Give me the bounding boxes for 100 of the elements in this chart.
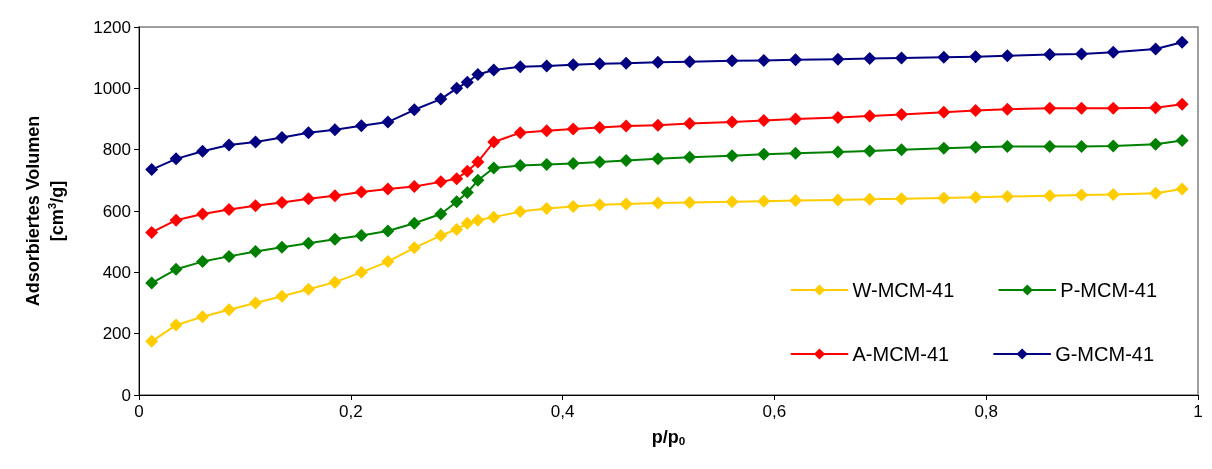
point (450, 222, 464, 236)
point (1149, 101, 1163, 115)
point (222, 249, 236, 263)
point (593, 155, 607, 169)
point (1175, 182, 1189, 196)
point (831, 110, 845, 124)
point (169, 152, 183, 166)
point (169, 262, 183, 276)
point (725, 195, 739, 209)
point (434, 175, 448, 189)
x-tick-label: 0 (134, 402, 144, 421)
legend-label: P-MCM-41 (1060, 279, 1157, 301)
point (757, 194, 771, 208)
y-tick-label: 600 (102, 201, 131, 221)
point (566, 199, 580, 213)
point (407, 216, 421, 230)
point (937, 191, 951, 205)
point (1149, 137, 1163, 151)
point (894, 51, 908, 65)
point (566, 156, 580, 170)
legend-label: A-MCM-41 (852, 343, 950, 365)
point (683, 195, 697, 209)
point (145, 334, 159, 348)
y-tick-label: 400 (102, 262, 131, 282)
x-tick-label: 1 (1193, 402, 1203, 421)
point (196, 255, 210, 269)
point (328, 189, 342, 203)
point (381, 182, 395, 196)
point (248, 199, 262, 213)
point (757, 114, 771, 128)
point (301, 126, 315, 140)
point (1000, 102, 1014, 116)
point (757, 147, 771, 161)
point (651, 55, 665, 69)
point (275, 240, 289, 254)
point (863, 109, 877, 123)
point (434, 229, 448, 243)
y-tick-label: 200 (102, 324, 131, 344)
point (328, 123, 342, 137)
y-tick-label: 1200 (93, 17, 131, 37)
point (789, 146, 803, 160)
point (757, 53, 771, 67)
point (593, 121, 607, 135)
point (683, 150, 697, 164)
point (1149, 186, 1163, 200)
point (1075, 47, 1089, 61)
point (969, 190, 983, 204)
point (434, 92, 448, 106)
y-tick-label: 1000 (93, 78, 131, 98)
point (725, 54, 739, 68)
point (1175, 133, 1189, 147)
x-axis-title: p/p0 (651, 426, 686, 447)
point (1106, 187, 1120, 201)
point (894, 107, 908, 121)
point (831, 193, 845, 207)
point (487, 161, 501, 175)
point (969, 103, 983, 117)
point (471, 213, 485, 227)
point (450, 195, 464, 209)
y-tick-label: 0 (121, 385, 131, 405)
point (683, 55, 697, 69)
legend-label: W-MCM-41 (852, 279, 955, 301)
point (275, 130, 289, 144)
point (301, 282, 315, 296)
point (1043, 48, 1057, 62)
point (619, 56, 633, 70)
point (354, 119, 368, 133)
point (248, 244, 262, 258)
point (196, 207, 210, 221)
point (471, 173, 485, 187)
point (937, 105, 951, 119)
point (471, 155, 485, 169)
point (831, 52, 845, 66)
point (1106, 139, 1120, 153)
x-tick-label: 0,6 (762, 402, 787, 421)
point (222, 138, 236, 152)
point (145, 225, 159, 239)
point (619, 119, 633, 133)
point (248, 135, 262, 149)
point (145, 163, 159, 177)
point (407, 241, 421, 255)
point (513, 205, 527, 219)
point (725, 149, 739, 163)
point (487, 63, 501, 77)
point (222, 303, 236, 317)
point (354, 185, 368, 199)
point (683, 117, 697, 131)
point (460, 186, 474, 200)
point (725, 115, 739, 129)
point (460, 75, 474, 89)
point (487, 135, 501, 149)
point (1043, 189, 1057, 203)
point (863, 144, 877, 158)
point (275, 289, 289, 303)
point (863, 52, 877, 66)
point (471, 68, 485, 82)
point (328, 232, 342, 246)
point (328, 275, 342, 289)
point (248, 296, 262, 310)
point (1000, 49, 1014, 63)
